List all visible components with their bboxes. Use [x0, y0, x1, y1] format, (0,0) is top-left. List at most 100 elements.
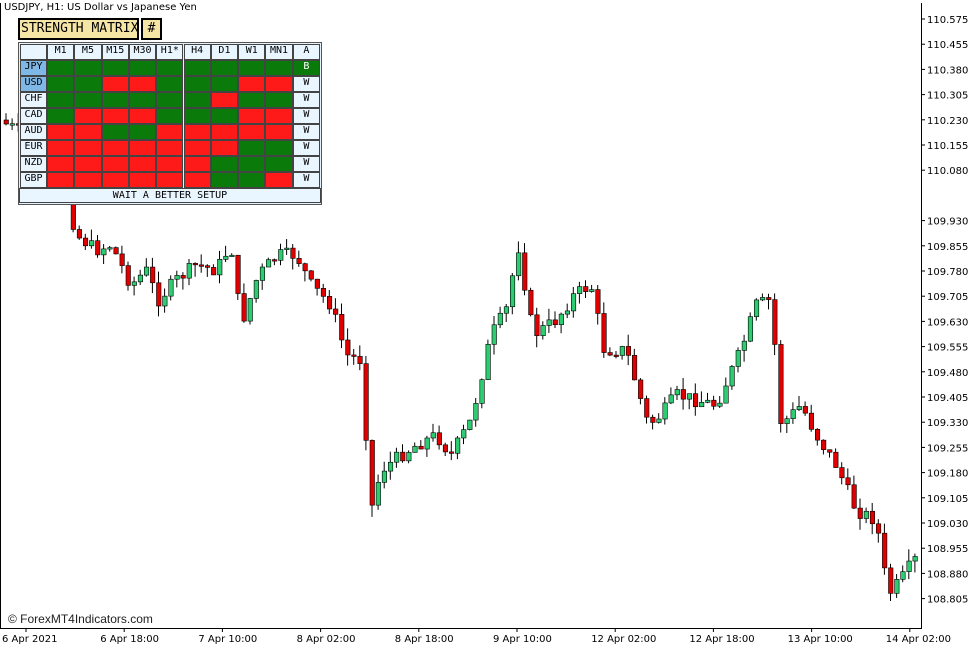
currency-eur[interactable]: EUR: [20, 140, 47, 156]
price-tick-label: 109.405: [927, 393, 968, 404]
time-tick-label: 14 Apr 02:00: [886, 634, 951, 645]
bear-candle: [76, 229, 82, 239]
bull-candle: [186, 263, 192, 279]
bear-candle: [156, 282, 162, 307]
strength-cell: [238, 124, 266, 140]
bull-candle: [168, 278, 174, 297]
bear-candle: [113, 247, 119, 255]
bear-candle: [857, 507, 863, 519]
bull-candle: [540, 325, 546, 337]
bear-candle: [839, 467, 845, 479]
bear-candle: [83, 237, 89, 247]
price-tick-label: 110.230: [927, 116, 968, 127]
strength-cell: [156, 92, 184, 108]
bull-candle: [516, 252, 522, 277]
bear-candle: [814, 429, 821, 441]
action-cell: W: [292, 108, 320, 124]
header-mn1: MN1: [265, 44, 293, 60]
time-axis: 6 Apr 2021 6 Apr 18:00 7 Apr 10:00 8 Apr 02…: [2, 628, 951, 645]
strength-matrix-title[interactable]: STRENGTH MATRIX: [18, 18, 139, 40]
currency-jpy[interactable]: JPY: [20, 60, 47, 76]
strength-cell: [238, 140, 266, 156]
bull-candle: [265, 259, 272, 268]
bear-candle: [241, 293, 247, 322]
strength-cell: [74, 172, 102, 188]
bear-candle: [345, 339, 351, 356]
price-tick-label: 109.105: [927, 494, 968, 505]
strength-cell: [210, 60, 239, 76]
bull-candle: [424, 437, 430, 450]
strength-cell: [128, 156, 157, 172]
bull-candle: [790, 409, 796, 420]
bear-candle: [808, 412, 815, 430]
strength-cell: [47, 60, 75, 76]
currency-gbp[interactable]: GBP: [20, 172, 47, 188]
currency-aud[interactable]: AUD: [20, 124, 47, 140]
price-tick-label: 109.030: [927, 519, 968, 530]
bull-candle: [723, 385, 729, 404]
bear-candle: [601, 313, 607, 353]
strength-cell: [128, 140, 157, 156]
strength-cell: [101, 60, 129, 76]
price-tick-label: 110.455: [927, 40, 968, 51]
currency-chf[interactable]: CHF: [20, 92, 47, 108]
strength-cell: [210, 108, 239, 124]
bear-candle: [314, 278, 320, 289]
price-tick-label: 109.330: [927, 418, 968, 429]
currency-nzd[interactable]: NZD: [20, 156, 47, 172]
bear-candle: [448, 451, 455, 454]
bear-candle: [845, 477, 851, 486]
strength-cell: [210, 156, 239, 172]
bull-candle: [131, 281, 137, 286]
bull-candle: [686, 393, 693, 400]
bull-candle: [461, 429, 467, 439]
bear-candle: [326, 296, 333, 310]
bear-candle: [363, 363, 369, 441]
strength-cell: [183, 108, 211, 124]
bear-candle: [827, 449, 833, 453]
currency-cad[interactable]: CAD: [20, 108, 47, 124]
bear-candle: [418, 445, 424, 450]
bear-candle: [692, 393, 699, 408]
strength-cell: [265, 124, 293, 140]
strength-cell: [47, 76, 75, 92]
price-tick-label: 110.305: [927, 91, 968, 102]
strength-cell: [156, 172, 184, 188]
strength-matrix-menu-button[interactable]: #: [141, 18, 162, 40]
time-tick-label: 7 Apr 10:00: [198, 634, 257, 645]
strength-cell: [183, 140, 211, 156]
action-cell: W: [292, 76, 320, 92]
bull-candle: [375, 482, 381, 506]
strength-cell: [156, 108, 184, 124]
bull-candle: [394, 451, 400, 463]
bull-candle: [564, 310, 571, 315]
strength-cell: [265, 172, 293, 188]
price-tick-label: 110.575: [927, 15, 968, 26]
strength-cell: [101, 140, 129, 156]
bear-candle: [302, 263, 308, 272]
strength-cell: [265, 92, 293, 108]
bull-candle: [753, 299, 760, 317]
bear-candle: [888, 567, 894, 594]
price-tick-label: 109.255: [927, 443, 968, 454]
strength-cell: [183, 76, 211, 92]
bull-candle: [223, 255, 229, 260]
currency-usd[interactable]: USD: [20, 76, 47, 92]
bear-candle: [296, 258, 302, 264]
bull-candle: [503, 306, 510, 314]
strength-cell: [210, 76, 239, 92]
bear-candle: [192, 263, 198, 266]
bear-candle: [631, 355, 638, 381]
bull-candle: [668, 394, 674, 404]
bull-candle: [729, 366, 735, 387]
bear-candle: [308, 270, 314, 280]
bear-candle: [851, 484, 857, 509]
bull-candle: [137, 274, 143, 283]
bull-candle: [705, 399, 711, 403]
strength-cell: [74, 60, 102, 76]
strength-cell: [265, 76, 293, 92]
strength-cell: [238, 92, 266, 108]
price-tick-label: 110.155: [927, 141, 968, 152]
price-tick-label: 109.855: [927, 242, 968, 253]
bear-candle: [528, 289, 534, 316]
